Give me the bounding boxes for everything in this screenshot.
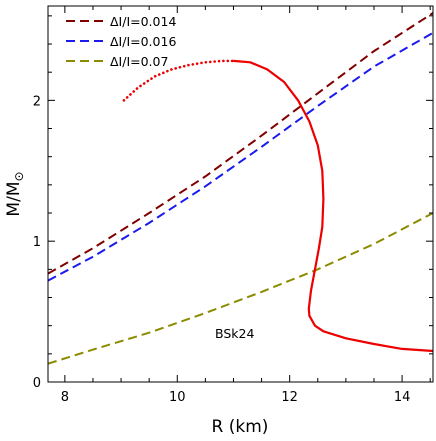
series-line-4 [233,59,433,353]
y-axis-title-main: M/M [4,182,24,217]
series-line-3 [122,59,235,102]
annotation-bsk24: BSk24 [215,326,254,341]
x-tick-label: 12 [281,390,298,405]
series-line-1 [48,31,433,282]
legend: ΔI/I=0.014 ΔI/I=0.016 ΔI/I=0.07 [66,14,176,69]
x-axis-title: R (km) [212,417,269,437]
legend-label-1: ΔI/I=0.016 [110,34,176,49]
x-tick-label: 8 [61,390,69,405]
legend-label-0: ΔI/I=0.014 [110,14,176,29]
series-layer [48,12,433,365]
y-tick-label: 1 [33,235,41,250]
y-tick-label: 2 [33,94,41,109]
x-tick-label: 14 [394,390,411,405]
series-line-0 [48,12,433,275]
x-tick-label: 10 [169,390,186,405]
series-line-2 [48,212,433,365]
plot-frame [47,5,434,383]
y-tick-label: 0 [33,376,41,391]
y-axis-title: M/M⊙ [4,171,26,216]
y-axis-title-sub: ⊙ [12,171,26,181]
legend-label-2: ΔI/I=0.07 [110,54,168,69]
